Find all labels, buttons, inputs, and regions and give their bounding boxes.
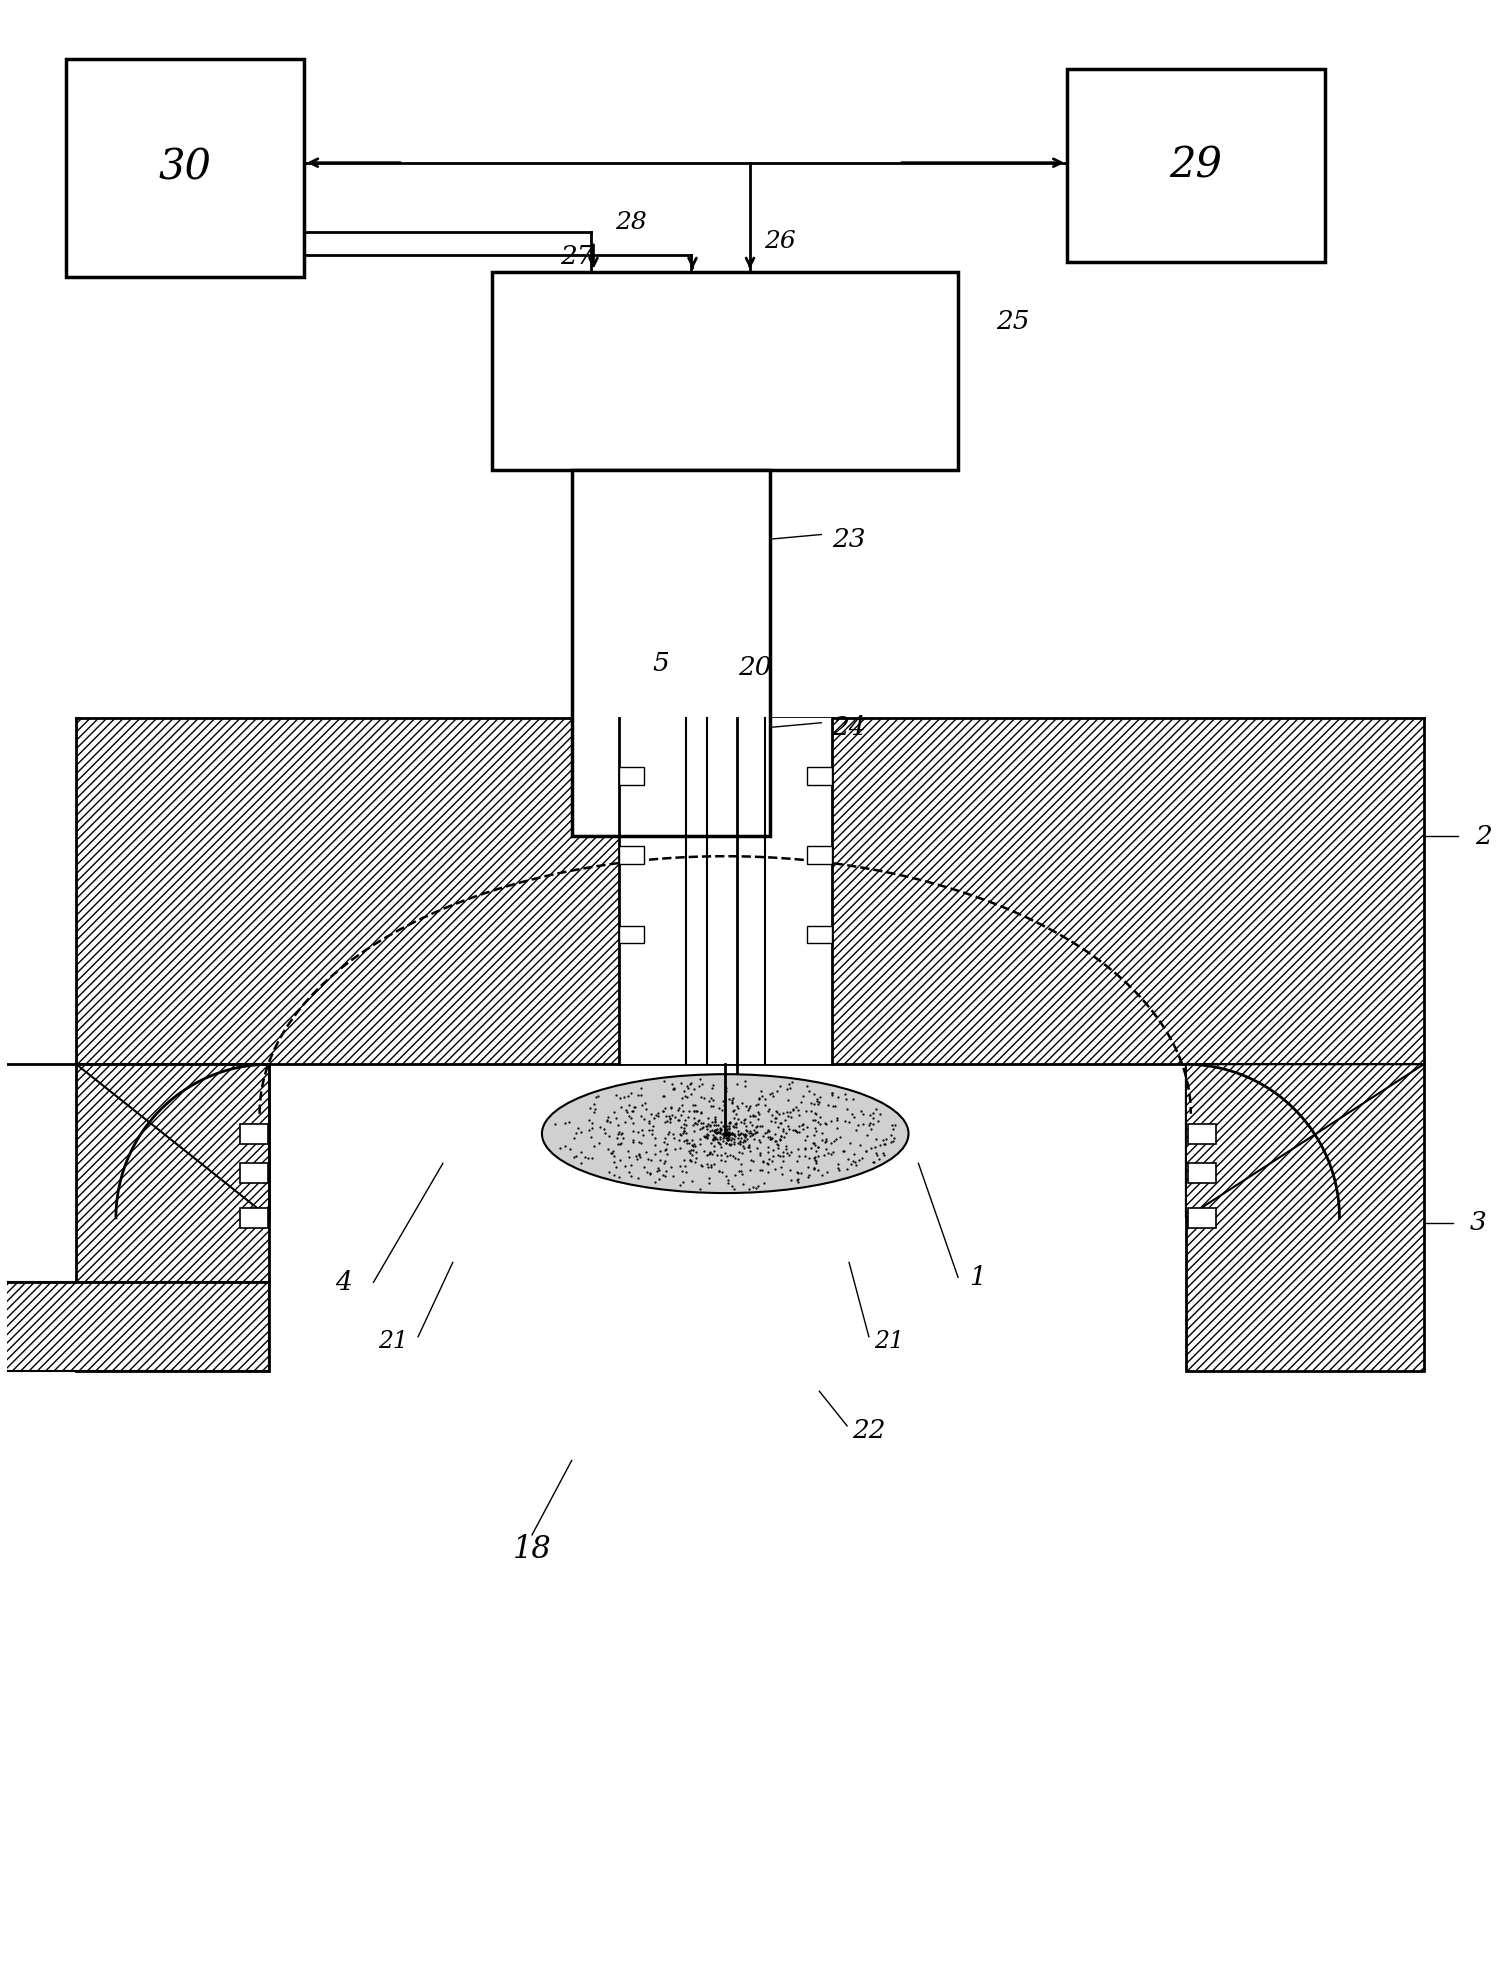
Text: 20: 20	[739, 655, 771, 681]
Bar	[572, 470, 770, 837]
Text: 3: 3	[1470, 1209, 1486, 1235]
Bar	[619, 767, 644, 785]
Text: 19: 19	[40, 1340, 72, 1363]
Bar	[833, 718, 1423, 1063]
Bar	[76, 1063, 270, 1371]
Text: 28: 28	[616, 211, 647, 233]
Bar	[619, 846, 644, 864]
Polygon shape	[1186, 1063, 1423, 1217]
Text: 4: 4	[336, 1271, 352, 1294]
Text: 24: 24	[833, 714, 866, 740]
Bar	[807, 846, 833, 864]
Bar	[1067, 69, 1324, 262]
Text: 22: 22	[852, 1419, 885, 1444]
Bar	[1188, 1125, 1216, 1144]
Bar	[807, 925, 833, 943]
Ellipse shape	[542, 1073, 908, 1194]
Text: 18: 18	[512, 1535, 551, 1565]
Text: 6: 6	[786, 1103, 803, 1125]
Text: 25: 25	[996, 308, 1029, 333]
Text: 1: 1	[969, 1265, 986, 1290]
Text: 5: 5	[653, 651, 670, 675]
Text: 21: 21	[873, 1330, 903, 1353]
Bar	[240, 1164, 268, 1184]
Bar	[76, 718, 619, 1063]
Bar	[1186, 1063, 1423, 1371]
Bar	[1188, 1164, 1216, 1184]
Text: 23: 23	[833, 527, 866, 552]
Bar	[619, 925, 644, 943]
Text: 27: 27	[560, 245, 593, 270]
Text: 21: 21	[379, 1330, 409, 1353]
Text: 2: 2	[1474, 825, 1492, 848]
Bar	[66, 59, 304, 276]
Bar	[493, 272, 959, 470]
Bar	[240, 1207, 268, 1227]
Polygon shape	[76, 1063, 270, 1217]
Bar	[619, 718, 833, 1063]
Polygon shape	[0, 1282, 270, 1371]
Bar	[807, 767, 833, 785]
Bar	[1188, 1207, 1216, 1227]
Text: 30: 30	[159, 146, 211, 189]
Text: 29: 29	[1170, 144, 1222, 185]
Text: 26: 26	[764, 231, 795, 253]
Bar	[240, 1125, 268, 1144]
